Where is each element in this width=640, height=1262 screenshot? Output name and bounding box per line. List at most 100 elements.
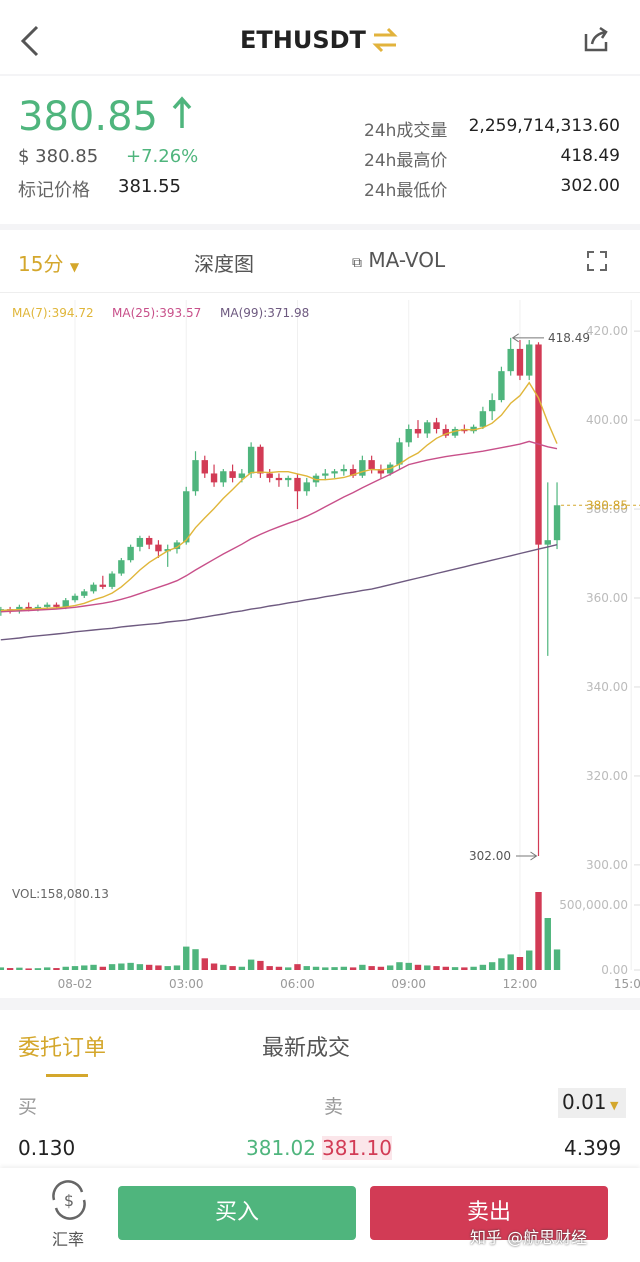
mark-price: 381.55 [118,176,181,197]
volume-bar [81,965,88,970]
candle-body [396,442,403,465]
bid-price: 381.02 [246,1136,316,1160]
sell-button[interactable]: 卖出 [370,1186,608,1240]
trades-tab[interactable]: 最新成交 [262,1036,351,1061]
volume-bar [183,946,190,970]
ma-legend: MA(99):371.98 [220,306,309,320]
candle-body [118,560,125,574]
volume-bar [479,964,487,970]
divider [0,74,640,76]
volume-bar [118,963,125,970]
candle-body [136,537,144,547]
swap-icon[interactable] [370,26,400,54]
candle-body [377,469,385,474]
candle-body [71,595,79,601]
high-label: 418.49 [548,331,590,345]
candle-body [247,446,255,474]
fullscreen-icon[interactable] [586,250,608,272]
candle-body [183,491,190,543]
last-price: 380.85 [18,94,193,140]
back-button[interactable] [18,24,42,58]
high-arrow [511,333,544,343]
rate-label: 汇率 [52,1230,85,1249]
candle-body [127,546,134,561]
rate-icon[interactable]: $ [46,1180,92,1220]
volume-bar [229,966,236,970]
x-tick-label: 06:00 [280,977,315,991]
buy-button[interactable]: 买入 [118,1186,356,1240]
volume-bar [322,967,329,970]
candle-body [145,537,153,545]
ma-legend: MA(25):393.57 [112,306,201,320]
volume-bar [201,958,208,970]
volume-bar [164,966,171,970]
x-tick-label: 12:00 [503,977,538,991]
volume-bar [34,968,42,970]
candle-body [303,482,310,492]
tab-indicator [46,1074,88,1077]
candle-body [340,469,348,472]
volume-bar [312,966,320,970]
stat-label: 24h最低价 [364,181,448,201]
candle-body [201,460,208,474]
depth-tab[interactable]: 深度图 [194,252,254,276]
volume-bar [108,964,116,970]
candle-body [322,473,329,476]
candle-body [238,473,246,478]
candle-body [414,428,422,434]
candle-body [507,348,514,372]
volume-bar [535,892,542,970]
volume-bar [498,958,505,970]
candle-body [368,460,375,470]
candle-body [294,477,301,492]
volume-bar [0,967,5,970]
volume-tick-label: 500,000.00 [559,898,628,912]
volume-bar [303,966,310,970]
candle-body [108,573,116,587]
volume-bar [155,965,162,970]
candle-body [526,344,533,376]
volume-bar [127,962,134,970]
volume-bar [266,966,273,970]
candle-body [173,542,181,550]
volume-bar [507,954,514,970]
divider [0,998,640,1010]
volume-bar [90,964,97,970]
pair-title: ETHUSDT [240,26,366,54]
volume-bar [488,962,496,970]
bid-qty: 0.130 [18,1136,76,1160]
volume-bar [173,965,181,970]
watermark: 知乎 @航思财经 [470,1228,588,1247]
price-text: 380.85 [18,94,158,140]
volume-bar [294,964,301,970]
volume-bar [53,968,60,970]
candle-body [442,428,449,436]
share-icon[interactable] [582,26,612,54]
volume-bar [553,949,561,970]
orders-tab[interactable]: 委托订单 [18,1036,107,1061]
candle-body [81,591,88,596]
candle-body [470,426,477,432]
last-price-label: 380.85 [586,498,628,512]
candle-body [488,400,496,412]
volume-bar [377,966,385,970]
candle-body [349,469,357,476]
y-tick-label: 300.00 [586,858,628,872]
volume-bar [285,967,292,970]
volume-bar [62,966,69,970]
indicator-tab[interactable]: ⧉ MA-VOL [352,248,446,272]
change: +7.26% [126,146,199,167]
precision-select[interactable]: 0.01 ▼ [558,1088,626,1118]
candle-body [359,460,366,476]
x-tick-label: 03:00 [169,977,204,991]
volume-bar [210,963,218,970]
x-tick-label: 09:00 [391,977,426,991]
volume-bar [43,967,51,970]
interval-tab[interactable]: 15分 ▼ [18,252,80,276]
volume-bar [359,964,366,970]
kline-chart: 08-02 03:00 06:00 09:00 12:00 15:00 300.00 320.… [0,300,640,991]
candle-body [405,428,412,443]
volume-bar [145,964,153,970]
volume-bar [340,966,348,970]
